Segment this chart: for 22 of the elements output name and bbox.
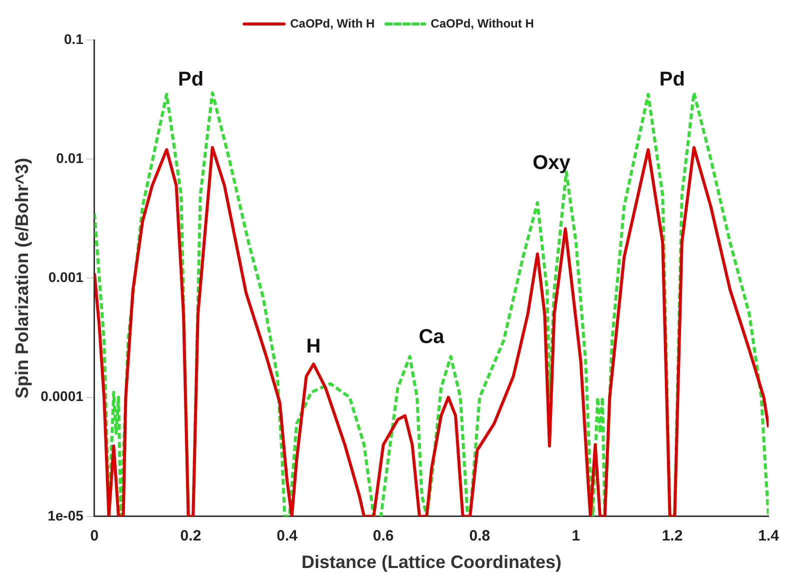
y-tick-label: 0.0001 (40, 388, 84, 404)
x-tick-label: 1 (572, 528, 580, 545)
x-axis-title: Distance (Lattice Coordinates) (301, 552, 562, 572)
legend-label: CaOPd, With H (290, 16, 375, 30)
annotation: Ca (418, 326, 446, 348)
annotation: Pd (659, 68, 685, 91)
y-tick-label: 0.01 (56, 150, 84, 166)
annotation: H (306, 335, 321, 358)
x-tick-label: 0.8 (469, 528, 490, 545)
annotation: Oxy (532, 152, 572, 174)
x-tick-label: 0 (90, 528, 99, 545)
x-tick-label: 0.2 (180, 528, 202, 545)
y-tick-label: 0.1 (64, 30, 84, 47)
annotation: Pd (178, 68, 204, 91)
y-axis-title: Spin Polarization (e/Bohr^3) (12, 158, 32, 398)
y-tick-label: 1e-05 (48, 507, 84, 524)
x-tick-label: 0.4 (276, 528, 298, 545)
y-tick-label: 0.001 (48, 269, 84, 286)
x-tick-label: 1.2 (662, 528, 683, 545)
x-tick-label: 1.4 (758, 528, 780, 545)
legend-label: CaOPd, Without H (430, 16, 534, 30)
x-tick-label: 0.6 (372, 528, 394, 545)
